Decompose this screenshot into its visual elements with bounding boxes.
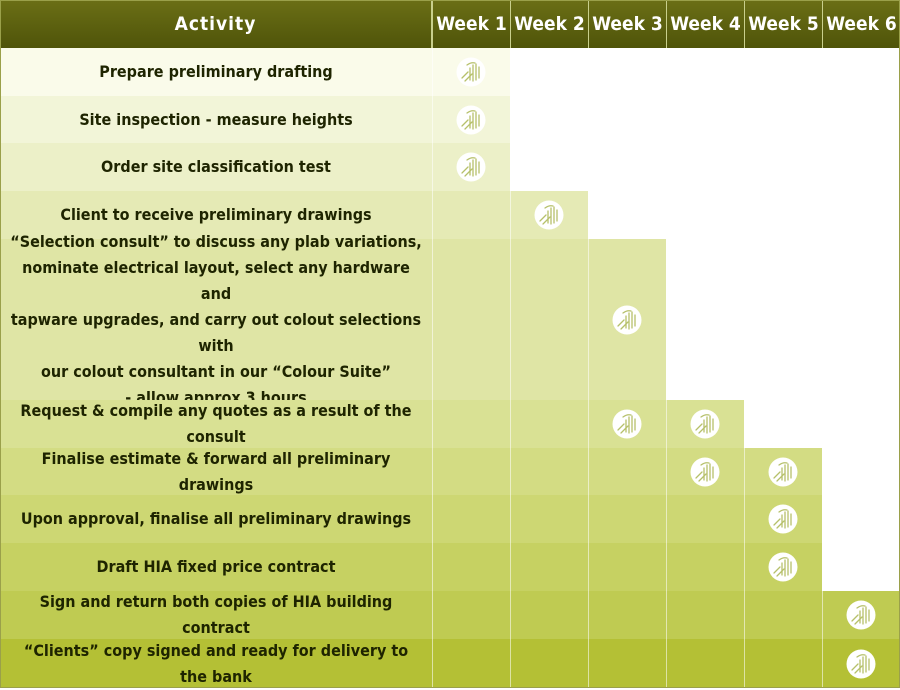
activity-label: “Clients” copy signed and ready for deli…	[23, 640, 409, 686]
column-divider	[744, 48, 745, 688]
checkmark-badge-icon	[456, 152, 486, 182]
column-divider	[588, 48, 589, 688]
activity-label: Upon approval, finalise all preliminary …	[20, 509, 412, 528]
week-header-4: Week 4	[666, 0, 744, 48]
column-divider	[510, 48, 511, 688]
future-week-area	[510, 48, 588, 191]
activity-label: “Selection consult” to discuss any plab …	[10, 231, 422, 407]
future-week-area	[744, 48, 822, 448]
checkmark-badge-icon	[534, 200, 564, 230]
table-row	[0, 448, 900, 495]
activity-column-header: Activity	[0, 0, 432, 48]
checkmark-badge-icon	[846, 600, 876, 630]
week-header-3: Week 3	[588, 0, 666, 48]
checkmark-badge-icon	[456, 105, 486, 135]
checkmark-badge-icon	[768, 504, 798, 534]
checkmark-badge-icon	[690, 457, 720, 487]
checkmark-badge-icon	[768, 457, 798, 487]
table-row	[0, 543, 900, 591]
week-header-2: Week 2	[510, 0, 588, 48]
checkmark-badge-icon	[456, 57, 486, 87]
future-week-area	[588, 48, 666, 239]
checkmark-badge-icon	[768, 552, 798, 582]
checkmark-badge-icon	[846, 649, 876, 679]
activity-label: Sign and return both copies of HIA build…	[39, 592, 393, 637]
checkmark-badge-icon	[612, 305, 642, 335]
column-divider	[432, 48, 433, 688]
checkmark-badge-icon	[690, 409, 720, 439]
week-header-1: Week 1	[432, 0, 510, 48]
week-header-6: Week 6	[822, 0, 900, 48]
future-week-area	[666, 48, 744, 400]
checkmark-badge-icon	[612, 409, 642, 439]
column-divider	[822, 48, 823, 688]
activity-label: Site inspection - measure heights	[79, 109, 353, 129]
table-row	[0, 495, 900, 543]
table-row	[0, 591, 900, 639]
activity-label: Client to receive preliminary drawings	[60, 205, 372, 224]
activity-label: Request & compile any quotes as a result…	[20, 401, 412, 446]
future-week-area	[822, 48, 900, 591]
activity-label: Prepare preliminary drafting	[99, 62, 333, 81]
activity-label: Draft HIA fixed price contract	[96, 557, 336, 576]
week-header-5: Week 5	[744, 0, 822, 48]
column-divider	[666, 48, 667, 688]
table-row	[0, 639, 900, 688]
activity-label: Order site classification test	[101, 157, 331, 176]
activity-label: Finalise estimate & forward all prelimin…	[41, 448, 391, 494]
